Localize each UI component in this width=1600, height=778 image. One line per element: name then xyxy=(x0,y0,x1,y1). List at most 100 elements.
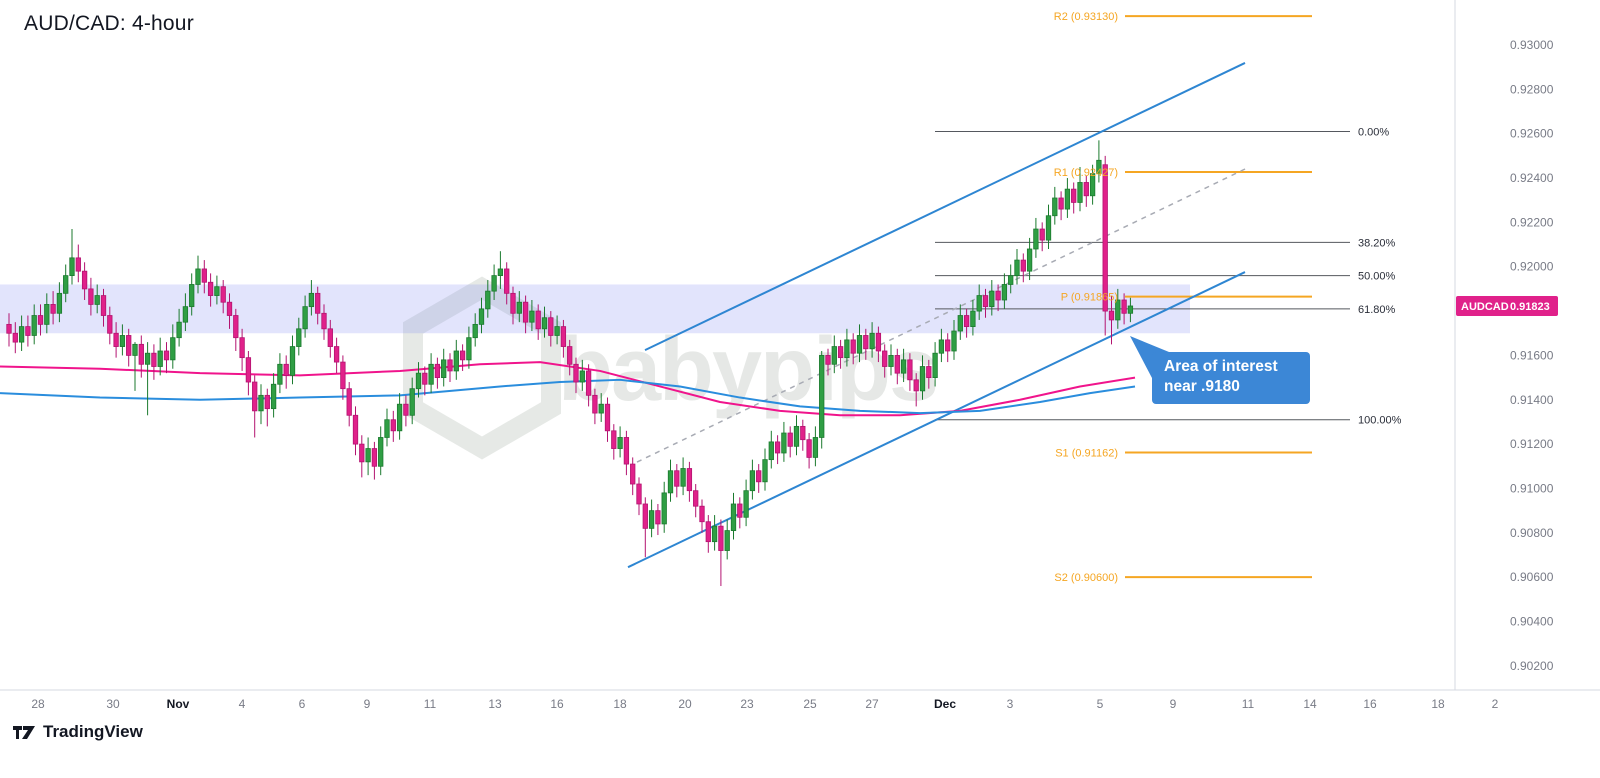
time-axis-label[interactable]: Nov xyxy=(167,697,190,711)
price-axis-label[interactable]: 0.91200 xyxy=(1510,437,1554,451)
time-axis-label[interactable]: 14 xyxy=(1303,697,1317,711)
time-axis-label[interactable]: 28 xyxy=(31,697,45,711)
candle-body xyxy=(163,350,170,361)
candle-body xyxy=(195,268,201,285)
price-axis-label[interactable]: 0.93000 xyxy=(1510,38,1554,52)
candle-body xyxy=(144,352,151,365)
time-axis-label[interactable]: 9 xyxy=(364,697,371,711)
candle-body xyxy=(189,284,195,308)
time-axis-label[interactable]: Dec xyxy=(934,697,956,711)
candle-body xyxy=(100,295,107,316)
price-axis-label[interactable]: 0.92000 xyxy=(1510,260,1554,274)
candle-body xyxy=(932,352,938,378)
fib-level-label: 61.80% xyxy=(1358,304,1396,316)
tradingview-attribution[interactable]: TradingView xyxy=(12,722,143,742)
price-axis-label[interactable]: 0.91600 xyxy=(1510,348,1554,362)
time-axis-label[interactable]: 16 xyxy=(1363,697,1377,711)
candle-body xyxy=(459,350,466,361)
candle-body xyxy=(18,326,25,343)
candle-body xyxy=(705,521,711,543)
babypips-watermark-text: babypips xyxy=(558,320,937,420)
candle-body xyxy=(1033,228,1039,250)
time-axis-label[interactable]: 9 xyxy=(1170,697,1177,711)
callout-pointer xyxy=(1130,336,1169,378)
candle-body xyxy=(1077,182,1083,203)
time-axis-label[interactable]: 3 xyxy=(1007,697,1014,711)
price-axis-label[interactable]: 0.92400 xyxy=(1510,171,1554,185)
candle-body xyxy=(1026,248,1033,272)
time-axis-label[interactable]: 23 xyxy=(740,697,754,711)
time-axis-label[interactable]: 5 xyxy=(1097,697,1104,711)
lower-channel-trendline[interactable] xyxy=(627,271,1246,569)
time-axis-label[interactable]: 20 xyxy=(678,697,692,711)
area-of-interest-callout[interactable]: Area of interest near .9180 xyxy=(1130,336,1310,404)
candle-body xyxy=(283,363,289,376)
price-axis-label[interactable]: 0.90800 xyxy=(1510,526,1554,540)
fib-level-label: 0.00% xyxy=(1358,126,1389,138)
candle-body xyxy=(378,437,384,467)
upper-channel-trendline[interactable] xyxy=(644,62,1246,352)
time-axis-label[interactable]: 11 xyxy=(1242,697,1255,711)
pivot-level-label: P (0.91865) xyxy=(1061,292,1118,304)
candle-body xyxy=(567,346,573,365)
time-axis-label[interactable]: 18 xyxy=(1431,697,1445,711)
time-axis-label[interactable]: 25 xyxy=(803,697,817,711)
candle-body xyxy=(516,301,522,314)
candle-body xyxy=(321,312,327,330)
candle-body xyxy=(25,326,31,336)
price-axis-label[interactable]: 0.90400 xyxy=(1510,614,1554,628)
candle-body xyxy=(604,403,611,432)
candle-body xyxy=(951,330,957,352)
fib-level-label: 50.00% xyxy=(1358,271,1396,283)
price-axis-label[interactable]: 0.91400 xyxy=(1510,393,1554,407)
price-axis-label[interactable]: 0.92200 xyxy=(1510,215,1554,229)
time-axis-label[interactable]: 6 xyxy=(299,697,306,711)
candle-body xyxy=(497,268,504,276)
time-axis-label[interactable]: 2 xyxy=(1492,697,1499,711)
pivot-level-label: R2 (0.93130) xyxy=(1054,11,1118,23)
price-axis-label[interactable]: 0.92600 xyxy=(1510,127,1554,141)
candle-body xyxy=(655,510,661,525)
price-axis-label[interactable]: 0.90200 xyxy=(1510,659,1554,673)
candle-body xyxy=(963,315,970,327)
candle-body xyxy=(724,530,730,551)
candle-body xyxy=(302,306,308,330)
candle-body xyxy=(598,403,604,414)
candle-body xyxy=(913,379,919,392)
candle-body xyxy=(415,372,422,390)
candle-body xyxy=(1115,299,1121,321)
candle-body xyxy=(1108,310,1115,321)
candle-body xyxy=(882,350,888,367)
time-axis-label[interactable]: 16 xyxy=(550,697,564,711)
candle-body xyxy=(56,292,63,314)
price-axis-label[interactable]: 0.92800 xyxy=(1510,82,1554,96)
candle-body xyxy=(850,339,856,354)
time-axis-label[interactable]: 30 xyxy=(106,697,120,711)
time-axis-label[interactable]: 11 xyxy=(424,697,437,711)
candle-body xyxy=(711,525,718,543)
pivot-level-label: S1 (0.91162) xyxy=(1055,448,1118,460)
candle-body xyxy=(327,328,333,347)
candle-body xyxy=(428,363,434,385)
time-axis-label[interactable]: 4 xyxy=(239,697,246,711)
time-axis-label[interactable]: 13 xyxy=(488,697,502,711)
candle-body xyxy=(371,448,378,467)
time-axis-label[interactable]: 27 xyxy=(865,697,879,711)
candle-body xyxy=(976,295,982,312)
candle-body xyxy=(359,443,365,463)
axes[interactable]: 0.93000 0.92800 0.92600 0.92400 0.92200 0.920… xyxy=(0,0,1600,711)
pivot-level-label: R1 (0.92427) xyxy=(1054,167,1118,179)
candle-body xyxy=(699,505,705,523)
last-price-badge: AUDCAD 0.91823 xyxy=(1456,296,1558,316)
candle-body xyxy=(1020,259,1026,272)
candle-body xyxy=(1001,284,1008,301)
time-axis-label[interactable]: 18 xyxy=(613,697,627,711)
candle-body xyxy=(793,425,800,447)
candle-body xyxy=(1039,228,1045,241)
price-axis-label[interactable]: 0.90600 xyxy=(1510,570,1554,584)
candle-body xyxy=(157,350,163,367)
candle-body xyxy=(1083,182,1089,197)
price-axis-label[interactable]: 0.91000 xyxy=(1510,481,1554,495)
dashed-trendline[interactable] xyxy=(636,167,1248,463)
